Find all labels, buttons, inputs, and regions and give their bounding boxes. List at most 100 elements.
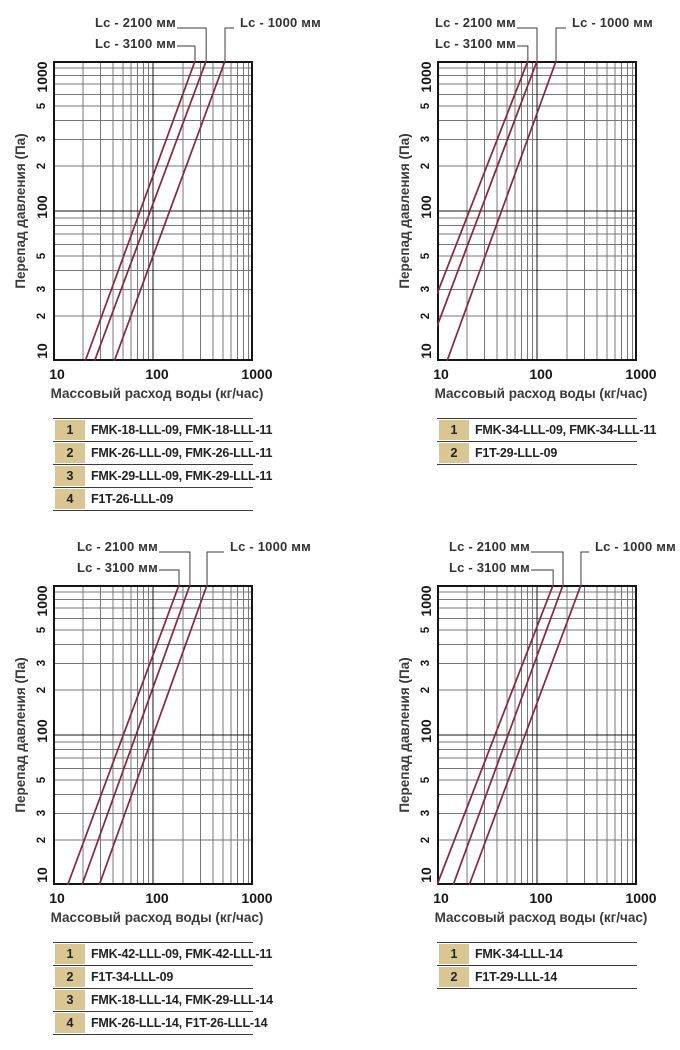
x-tick-label: 1000 <box>241 890 273 906</box>
annotation-label-lc-2100: Lc - 2100 мм <box>95 15 176 30</box>
annotation-label-lc-1000: Lc - 1000 мм <box>595 539 676 554</box>
leader-line-lc-1000 <box>580 551 589 585</box>
curve-lc-3100 <box>437 585 554 885</box>
annotation-leader-lines <box>159 551 224 585</box>
legend-table-row: 1 FMK-34-LLL-14 <box>437 943 637 966</box>
loglog-plot <box>437 61 637 361</box>
annotation-leader-lines <box>517 27 566 61</box>
leader-line-lc-2100 <box>531 551 564 585</box>
x-axis-title: Массовый расход воды (кг/час) <box>434 910 648 925</box>
annotation-leader-lines <box>531 551 589 585</box>
x-tick-label: 100 <box>145 890 169 906</box>
curve-lc-3100 <box>437 61 529 295</box>
curve-lc-3100 <box>84 61 196 361</box>
annotation-label-lc-3100: Lc - 3100 мм <box>77 560 158 575</box>
curve-lc-1000 <box>113 61 226 361</box>
curve-lc-1000 <box>468 585 582 885</box>
annotation-label-lc-3100: Lc - 3100 мм <box>449 560 530 575</box>
leader-line-lc-3100 <box>159 569 180 585</box>
legend-row-number: 2 <box>439 967 469 987</box>
plot-border <box>53 61 253 361</box>
y-tick-label: 5 <box>36 252 48 260</box>
y-tick-label: 1000 <box>418 585 434 617</box>
legend-table-row: 2 FMK-26-LLL-09, FMK-26-LLL-11 <box>53 442 273 465</box>
plot-border <box>53 585 253 885</box>
x-tick-label: 100 <box>529 366 553 382</box>
legend-row-number: 1 <box>439 944 469 964</box>
legend-table-row: 2 F1T-29-LLL-09 <box>437 442 637 465</box>
legend-row-number: 1 <box>55 420 85 440</box>
curve-lc-2100 <box>93 61 207 361</box>
legend-row-models: F1T-29-LLL-09 <box>475 446 558 460</box>
legend-row-number: 1 <box>439 420 469 440</box>
annotation-label-lc-1000: Lc - 1000 мм <box>572 15 653 30</box>
legend-table-row: 3 FMK-29-LLL-09, FMK-29-LLL-11 <box>53 465 272 488</box>
annotation-label-lc-2100: Lc - 2100 мм <box>435 15 516 30</box>
annotation-label-lc-3100: Lc - 3100 мм <box>95 36 176 51</box>
y-tick-label: 5 <box>420 776 432 784</box>
x-tick-label: 1000 <box>625 366 657 382</box>
legend-row-number: 2 <box>55 967 85 987</box>
annotation-leader-lines <box>177 27 234 61</box>
annotation-label-lc-2100: Lc - 2100 мм <box>449 539 530 554</box>
curve-lc-1000 <box>446 61 557 361</box>
leader-line-lc-1000 <box>555 27 566 61</box>
legend-table-row: 1 FMK-34-LLL-09, FMK-34-LLL-11 <box>437 419 657 442</box>
loglog-plot <box>437 585 637 885</box>
y-tick-label: 1000 <box>34 585 50 617</box>
leader-line-lc-2100 <box>517 27 538 61</box>
legend-row-number: 1 <box>55 944 85 964</box>
curve-lc-1000 <box>98 585 208 885</box>
legend-row-models: F1T-29-LLL-14 <box>475 970 558 984</box>
annotation-label-lc-1000: Lc - 1000 мм <box>230 539 311 554</box>
legend-table-row: 2 F1T-34-LLL-09 <box>53 966 253 989</box>
x-tick-label: 1000 <box>625 890 657 906</box>
legend-table-row: 3 FMK-18-LLL-14, FMK-29-LLL-14 <box>53 989 273 1012</box>
y-tick-label: 1000 <box>418 61 434 93</box>
legend-table: 1 FMK-34-LLL-14 2 F1T-29-LLL-14 <box>437 942 637 989</box>
legend-table: 1 FMK-18-LLL-09, FMK-18-LLL-11 2 FMK-26-LLL… <box>53 418 273 511</box>
legend-row-models: F1T-26-LLL-09 <box>91 492 174 506</box>
legend-row-models: F1T-34-LLL-09 <box>91 970 174 984</box>
plot-border <box>437 585 637 885</box>
leader-line-lc-1000 <box>206 551 224 585</box>
y-tick-label: 100 <box>34 195 50 219</box>
legend-row-models: FMK-42-LLL-09, FMK-42-LLL-11 <box>91 947 273 961</box>
x-tick-label: 1000 <box>241 366 273 382</box>
leader-line-lc-2100 <box>177 27 207 61</box>
x-axis-title: Массовый расход воды (кг/час) <box>50 910 264 925</box>
legend-row-number: 4 <box>55 489 85 509</box>
legend-table-row: 4 FMK-26-LLL-14, F1T-26-LLL-14 <box>53 1012 268 1035</box>
y-tick-label: 100 <box>418 719 434 743</box>
y-tick-label: 100 <box>418 195 434 219</box>
legend-table-row: 2 F1T-29-LLL-14 <box>437 966 637 989</box>
legend-row-models: FMK-18-LLL-09, FMK-18-LLL-11 <box>91 423 273 437</box>
annotation-label-lc-2100: Lc - 2100 мм <box>77 539 158 554</box>
legend-row-number: 3 <box>55 990 85 1010</box>
legend-row-number: 2 <box>439 443 469 463</box>
legend-table-row: 1 FMK-42-LLL-09, FMK-42-LLL-11 <box>53 943 273 966</box>
y-axis-title: Перепад давления (Па) <box>397 657 412 813</box>
legend-row-number: 3 <box>55 466 85 486</box>
legend-table: 1 FMK-42-LLL-09, FMK-42-LLL-11 2 F1T-34-LLL… <box>53 942 273 1035</box>
legend-row-number: 4 <box>55 1013 85 1033</box>
curve-lc-2100 <box>81 585 191 885</box>
curve-lc-2100 <box>452 585 564 885</box>
y-axis-title: Перепад давления (Па) <box>13 657 28 813</box>
legend-row-number: 2 <box>55 443 85 463</box>
leader-line-lc-3100 <box>517 45 529 61</box>
x-tick-label: 10 <box>49 890 65 906</box>
x-tick-label: 100 <box>529 890 553 906</box>
leader-line-lc-3100 <box>531 569 554 585</box>
y-tick-label: 5 <box>36 776 48 784</box>
leader-line-lc-1000 <box>224 27 234 61</box>
loglog-plot <box>53 61 253 361</box>
legend-row-models: FMK-18-LLL-14, FMK-29-LLL-14 <box>91 993 273 1007</box>
legend-table-row: 4 F1T-26-LLL-09 <box>53 488 253 511</box>
y-axis-title: Перепад давления (Па) <box>397 133 412 289</box>
legend-row-models: FMK-34-LLL-09, FMK-34-LLL-11 <box>475 423 657 437</box>
legend-table-row: 1 FMK-18-LLL-09, FMK-18-LLL-11 <box>53 419 273 442</box>
y-tick-label: 5 <box>420 252 432 260</box>
legend-row-models: FMK-26-LLL-09, FMK-26-LLL-11 <box>91 446 273 460</box>
